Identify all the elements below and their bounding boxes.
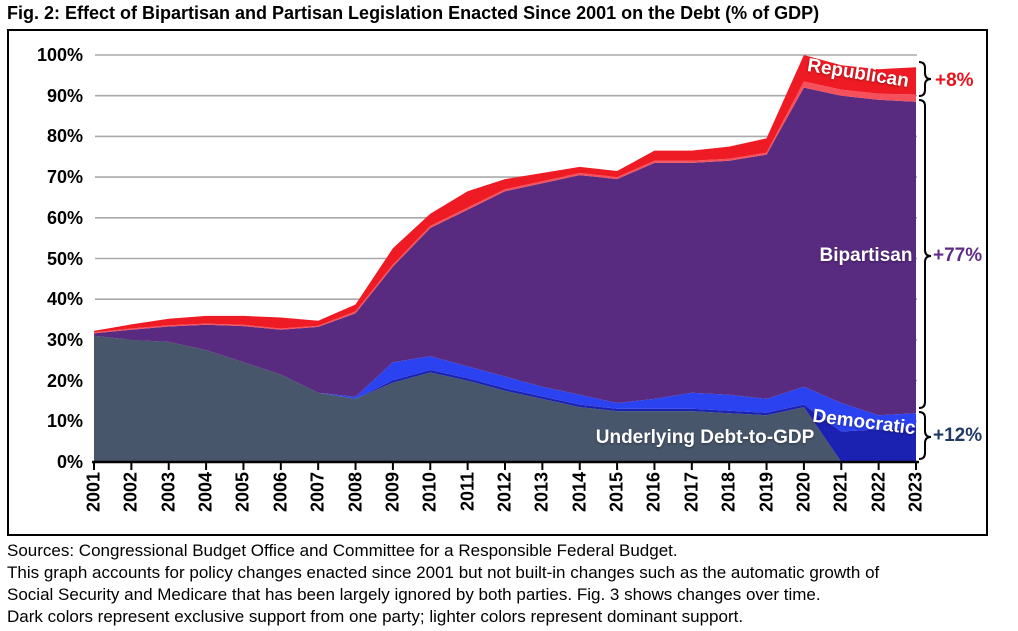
x-tick-label-2008: 2008 xyxy=(345,472,366,513)
figure-title: Fig. 2: Effect of Bipartisan and Partisa… xyxy=(7,3,820,23)
note-line: Social Security and Medicare that has be… xyxy=(7,585,821,604)
republican-change-annotation: +8% xyxy=(935,70,974,91)
stacked-area-chart xyxy=(92,54,932,470)
y-tick-label-30: 30% xyxy=(46,329,83,350)
brace-republican xyxy=(918,61,932,97)
area-republican-exclusive-dark- xyxy=(94,55,916,333)
y-tick-label-70: 70% xyxy=(46,167,83,188)
y-tick-label-10: 10% xyxy=(46,411,83,432)
area-democratic-exclusive-dark- xyxy=(94,335,916,462)
y-tick-label-0: 0% xyxy=(56,452,83,472)
y-tick-label-20: 20% xyxy=(46,370,83,391)
brace-democratic xyxy=(918,411,932,460)
bipartisan-change-annotation: +77% xyxy=(933,245,983,266)
source-notes: Sources: Congressional Budget Office and… xyxy=(7,540,1015,628)
x-tick-label-2003: 2003 xyxy=(158,472,179,513)
y-tick-label-60: 60% xyxy=(46,207,83,228)
y-tick-label-80: 80% xyxy=(46,126,83,147)
x-tick-label-2023: 2023 xyxy=(905,472,926,513)
x-tick-label-2012: 2012 xyxy=(494,472,515,513)
y-tick-label-100: 100% xyxy=(36,45,83,65)
area-underlying-debt-to-gdp xyxy=(94,335,916,462)
x-tick-label-2004: 2004 xyxy=(195,472,216,513)
x-tick-label-2011: 2011 xyxy=(457,472,478,512)
x-tick-label-2009: 2009 xyxy=(382,472,403,513)
y-tick-label-40: 40% xyxy=(46,289,83,310)
x-tick-label-2007: 2007 xyxy=(307,472,328,513)
source-line: Sources: Congressional Budget Office and… xyxy=(7,541,678,560)
x-tick-label-2019: 2019 xyxy=(756,472,777,513)
x-tick-label-2015: 2015 xyxy=(606,472,627,513)
x-tick-label-2022: 2022 xyxy=(868,472,889,513)
x-tick-label-2016: 2016 xyxy=(643,472,664,513)
x-tick-label-2017: 2017 xyxy=(681,472,702,513)
x-tick-label-2005: 2005 xyxy=(232,472,253,513)
brace-bipartisan xyxy=(918,99,932,409)
x-tick-label-2018: 2018 xyxy=(718,472,739,513)
underlying-debt-label: Underlying Debt-to-GDP xyxy=(595,427,815,448)
x-tick-label-2010: 2010 xyxy=(419,472,440,513)
x-tick-label-2020: 2020 xyxy=(793,472,814,513)
area-bipartisan xyxy=(94,87,916,416)
x-tick-label-2001: 2001 xyxy=(83,472,104,513)
y-tick-label-90: 90% xyxy=(46,85,83,106)
note-line: Dark colors represent exclusive support … xyxy=(7,607,744,626)
bipartisan-area-label: Bipartisan xyxy=(819,245,913,266)
x-tick-label-2002: 2002 xyxy=(120,472,141,513)
democratic-change-annotation: +12% xyxy=(933,425,983,446)
y-tick-label-50: 50% xyxy=(46,248,83,269)
x-tick-label-2013: 2013 xyxy=(531,472,552,513)
area-democratic-dominant-lighter- xyxy=(94,335,916,432)
x-tick-label-2006: 2006 xyxy=(270,472,291,513)
x-tick-label-2021: 2021 xyxy=(830,472,851,513)
x-tick-label-2014: 2014 xyxy=(569,472,590,513)
note-line: This graph accounts for policy changes e… xyxy=(7,563,880,582)
chart-area: 100% 90% 80% 70% 60% 50% 40% 30% 20% 10% 0% 2001 20… xyxy=(7,29,988,536)
